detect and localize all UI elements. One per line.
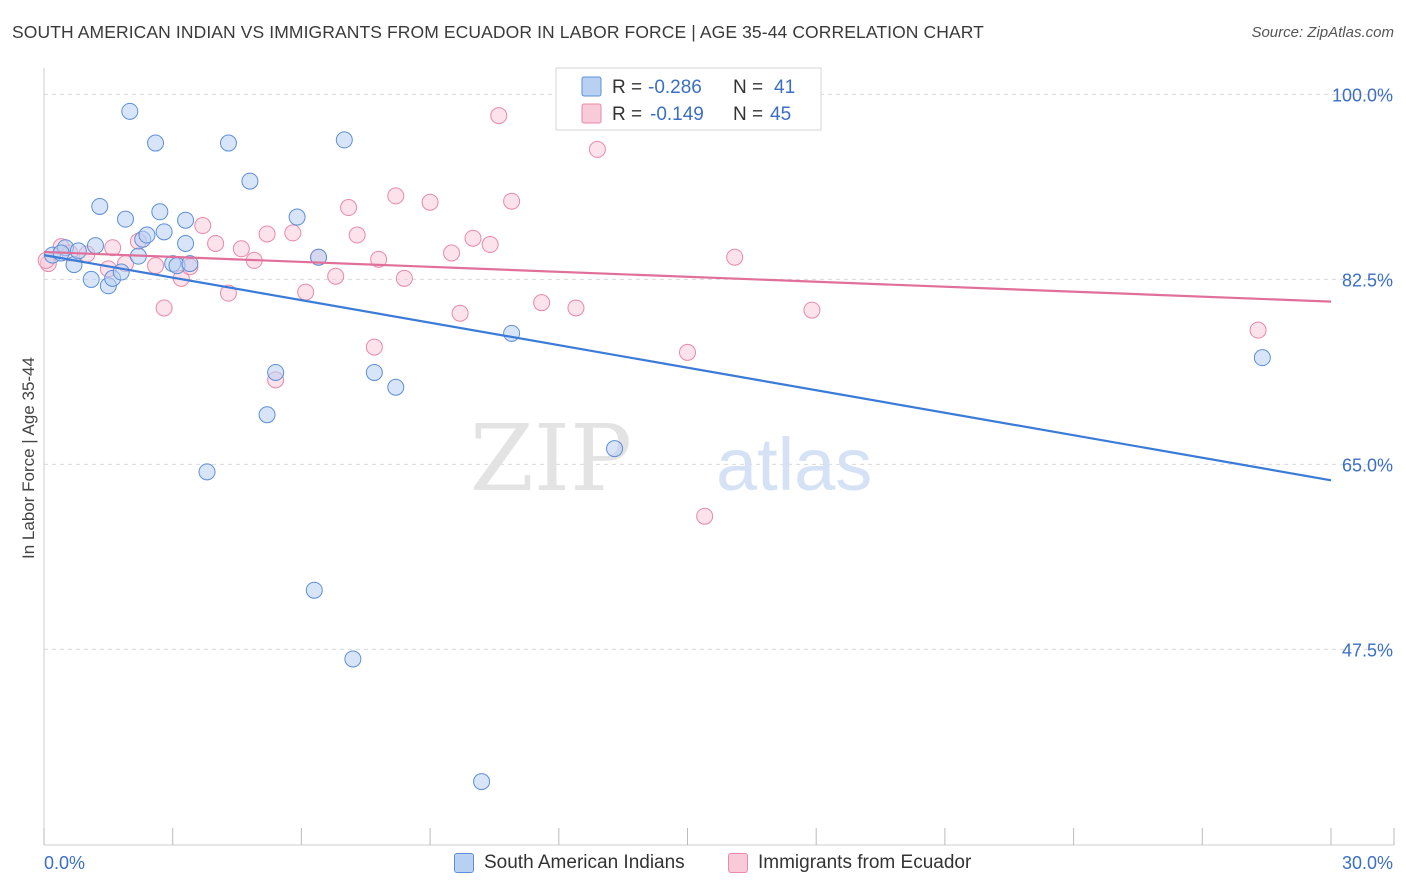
watermark-zip: ZIP <box>470 405 632 512</box>
y-axis-label: In Labor Force | Age 35-44 <box>19 357 38 559</box>
ecuador-point <box>464 229 482 247</box>
ecuador-point <box>194 217 212 235</box>
ecuador-point <box>104 239 122 257</box>
legend-swatch-blue <box>454 853 474 873</box>
ecuador-point <box>588 140 606 158</box>
south-american-point <box>1253 349 1271 367</box>
trend-lines <box>43 250 1332 482</box>
y-tick-label: 100.0% <box>1332 85 1393 105</box>
ecuador-point <box>443 244 461 262</box>
legend-r-label: R = <box>612 104 642 125</box>
ecuador-point <box>490 107 508 125</box>
south-american-point <box>198 463 216 481</box>
y-tick-label: 47.5% <box>1342 640 1393 660</box>
south-american-point <box>177 234 195 252</box>
south-american-point <box>365 363 383 381</box>
ecuador-point <box>207 234 225 252</box>
south-american-point <box>177 211 195 229</box>
legend-n-value: 41 <box>774 77 795 98</box>
ecuador-point <box>348 226 366 244</box>
ecuador-point <box>451 304 469 322</box>
ecuador-point <box>679 343 696 361</box>
watermark: ZIP atlas <box>470 405 872 512</box>
source-credit: Source: ZipAtlas.com <box>1251 24 1394 41</box>
south-american-point <box>151 203 169 221</box>
ecuador-point <box>533 294 551 312</box>
y-tick-labels: 100.0% 82.5% 65.0% 47.5% <box>1332 85 1393 660</box>
south-american-point <box>219 134 237 152</box>
x-tick-labels: 0.0% 30.0% <box>44 853 1393 873</box>
legend-n-label: N = <box>733 104 763 125</box>
ecuador-point <box>696 507 714 525</box>
legend-r-value: -0.286 <box>648 77 702 98</box>
south-american-point <box>69 242 87 260</box>
x-tick-label: 0.0% <box>44 853 85 873</box>
ecuador-point <box>421 193 439 211</box>
series-south-american-points <box>44 72 1271 791</box>
trend-line-south-american <box>43 254 1332 482</box>
south-american-point <box>473 773 491 791</box>
legend-swatch-blue <box>581 76 602 97</box>
ecuador-point <box>503 192 521 210</box>
ecuador-point <box>370 250 388 268</box>
legend-item-south-american-indians[interactable]: South American Indians <box>454 852 685 874</box>
south-american-point <box>112 263 130 281</box>
y-tick-label: 82.5% <box>1342 270 1393 290</box>
south-american-point <box>606 440 624 458</box>
ecuador-point <box>147 257 165 275</box>
south-american-point <box>258 406 276 424</box>
y-tick-label: 65.0% <box>1342 455 1393 475</box>
series-legend: South American Indians Immigrants from E… <box>0 852 1406 878</box>
ecuador-point <box>155 299 173 317</box>
chart-title: SOUTH AMERICAN INDIAN VS IMMIGRANTS FROM… <box>12 22 984 42</box>
ecuador-point <box>258 225 276 243</box>
south-american-point <box>82 270 100 288</box>
legend-r-value: -0.149 <box>650 104 704 125</box>
ecuador-point <box>395 269 413 287</box>
ecuador-point <box>567 299 585 317</box>
south-american-point <box>305 581 323 599</box>
south-american-point <box>138 226 156 244</box>
axes <box>43 68 1395 846</box>
ecuador-point <box>481 236 499 254</box>
south-american-point <box>267 363 285 381</box>
ecuador-point <box>365 338 383 356</box>
south-american-point <box>288 208 306 226</box>
ecuador-point <box>340 199 358 217</box>
south-american-point <box>310 248 328 266</box>
stats-legend: R = -0.286 N = 41 R = -0.149 N = 45 <box>555 67 822 131</box>
ecuador-point <box>803 301 821 319</box>
legend-label: South American Indians <box>484 852 685 873</box>
legend-item-immigrants-from-ecuador[interactable]: Immigrants from Ecuador <box>728 852 971 874</box>
south-american-point <box>155 223 173 241</box>
south-american-point <box>86 237 104 255</box>
trend-line-ecuador <box>43 250 1332 303</box>
south-american-point <box>117 210 135 228</box>
legend-swatch-pink <box>581 103 602 124</box>
ecuador-point <box>1249 321 1267 339</box>
ecuador-point <box>726 248 744 266</box>
legend-n-label: N = <box>733 77 763 98</box>
legend-n-value: 45 <box>770 104 791 125</box>
series-ecuador-points <box>37 107 1267 525</box>
south-american-point <box>241 172 259 190</box>
ecuador-point <box>327 267 345 285</box>
legend-label: Immigrants from Ecuador <box>758 852 972 873</box>
south-american-point <box>91 197 109 215</box>
south-american-point <box>181 255 199 273</box>
ecuador-point <box>284 224 302 242</box>
south-american-point <box>344 650 362 668</box>
x-tick-label: 30.0% <box>1342 853 1393 873</box>
legend-r-label: R = <box>612 77 642 98</box>
ecuador-point <box>387 187 405 205</box>
south-american-point <box>387 378 405 396</box>
watermark-atlas: atlas <box>716 423 872 506</box>
south-american-point <box>121 102 139 120</box>
south-american-point <box>335 131 353 149</box>
ecuador-point <box>297 283 315 301</box>
south-american-point <box>147 134 165 152</box>
ecuador-point <box>232 240 250 258</box>
legend-swatch-pink <box>728 853 748 873</box>
